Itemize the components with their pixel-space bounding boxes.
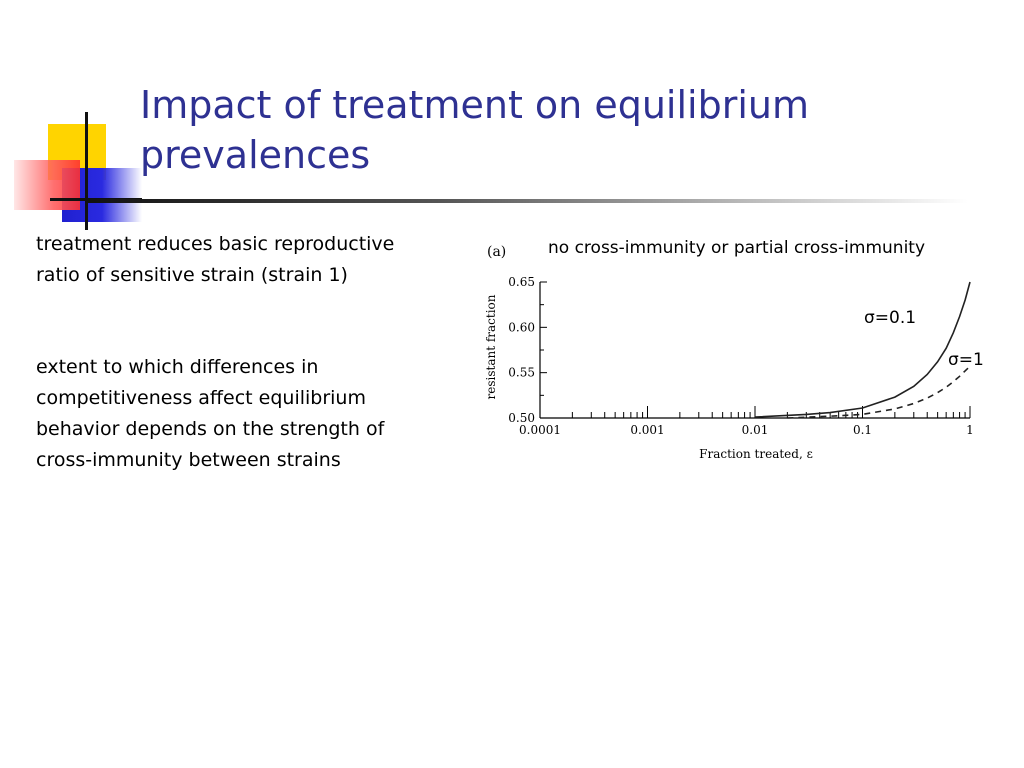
y-tick-label: 0.60 bbox=[508, 320, 535, 334]
chart-panel-label: (a) bbox=[487, 244, 507, 260]
chart-caption: no cross-immunity or partial cross-immun… bbox=[548, 238, 926, 258]
series-line-sigma-1 bbox=[787, 365, 971, 419]
paragraph-competitiveness: extent to which differences in competiti… bbox=[36, 356, 385, 471]
chart-series bbox=[754, 281, 971, 419]
x-tick-label: 0.0001 bbox=[519, 423, 561, 437]
decorative-logo bbox=[0, 0, 142, 240]
x-axis-label: Fraction treated, ε bbox=[699, 447, 813, 461]
paragraph-treatment: treatment reduces basic reproductive rat… bbox=[36, 233, 395, 286]
chart-axes bbox=[539, 282, 970, 419]
y-tick-label: 0.50 bbox=[508, 411, 535, 425]
logo-vertical-line bbox=[85, 112, 88, 230]
logo-red-square bbox=[14, 160, 80, 210]
x-tick-label: 0.1 bbox=[853, 423, 872, 437]
resistant-fraction-chart: 0.50 0.55 0.60 0.65 0.0001 0.001 0.01 0.1 1 resi… bbox=[484, 275, 974, 461]
slide-title: Impact of treatment on equilibrium preva… bbox=[140, 83, 809, 177]
y-tick-label: 0.55 bbox=[508, 366, 535, 380]
y-tick-label: 0.65 bbox=[508, 275, 535, 289]
series-label-sigma-1: σ=1 bbox=[948, 350, 984, 370]
x-tick-label: 1 bbox=[966, 423, 974, 437]
title-divider bbox=[88, 199, 968, 203]
x-tick-label: 0.001 bbox=[630, 423, 664, 437]
series-label-sigma-0-1: σ=0.1 bbox=[864, 308, 917, 328]
chart-ticks: 0.50 0.55 0.60 0.65 0.0001 0.001 0.01 0.1 1 bbox=[508, 275, 974, 437]
series-line-sigma-0-1 bbox=[754, 281, 971, 418]
x-tick-label: 0.01 bbox=[742, 423, 769, 437]
y-axis-label: resistant fraction bbox=[484, 294, 498, 399]
